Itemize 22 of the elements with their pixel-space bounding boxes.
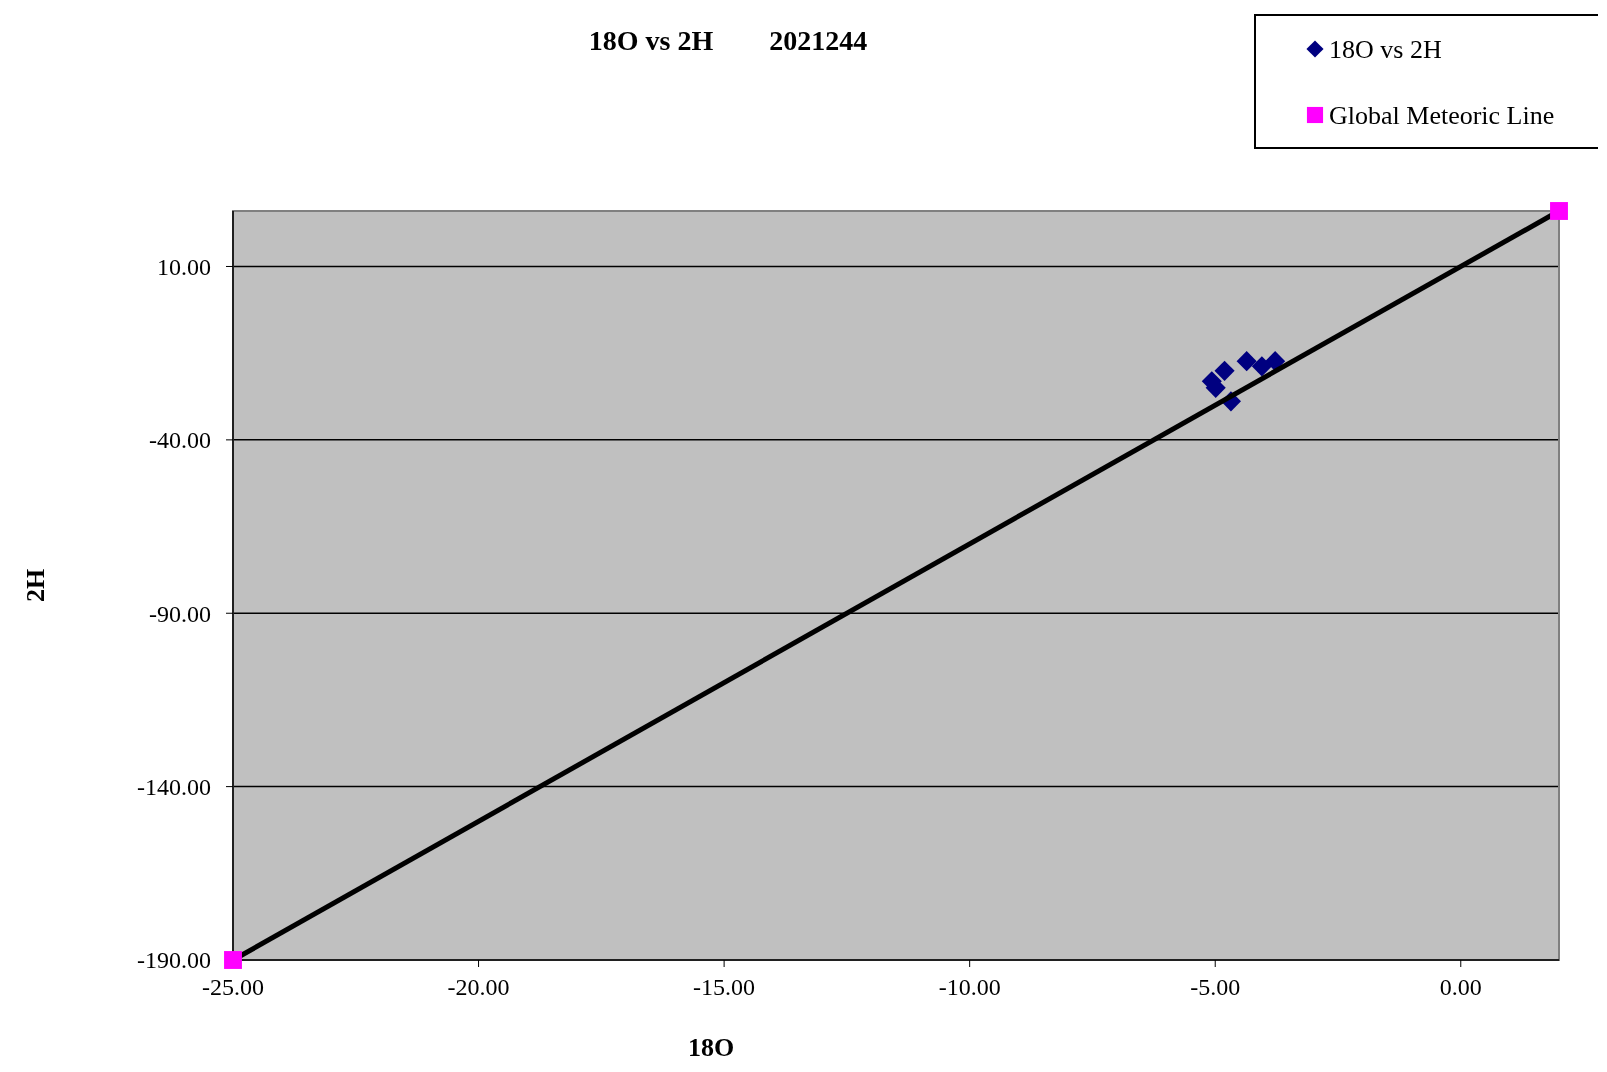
point: [1214, 360, 1235, 381]
chart-title: 18O vs 2H 2021244: [588, 25, 868, 56]
y-tick-label: -40.00: [149, 427, 211, 454]
y-tick-label: -190.00: [137, 947, 211, 974]
y-tick-label: -90.00: [149, 600, 211, 627]
x-tick-label: -20.00: [447, 974, 510, 1000]
point: [224, 951, 242, 969]
x-tick-label: -5.00: [1190, 974, 1241, 1000]
point: [1251, 356, 1272, 377]
x-tick-label: 0.00: [1439, 974, 1482, 1000]
y-tick-label: -140.00: [137, 774, 211, 801]
point: [1236, 351, 1257, 372]
x-tick-label: -15.00: [693, 974, 756, 1000]
legend-label: Global Meteoric Line: [1329, 101, 1555, 131]
point: [1550, 202, 1568, 220]
x-tick-label: -25.00: [202, 974, 264, 1000]
legend-label: 18O vs 2H: [1329, 35, 1442, 65]
point: [1265, 351, 1286, 372]
y-axis-title: 2H: [21, 568, 50, 603]
y-tick-label: 10.00: [157, 253, 211, 280]
x-axis-title: 18O: [687, 1033, 735, 1062]
x-tick-label: -10.00: [938, 974, 1001, 1000]
